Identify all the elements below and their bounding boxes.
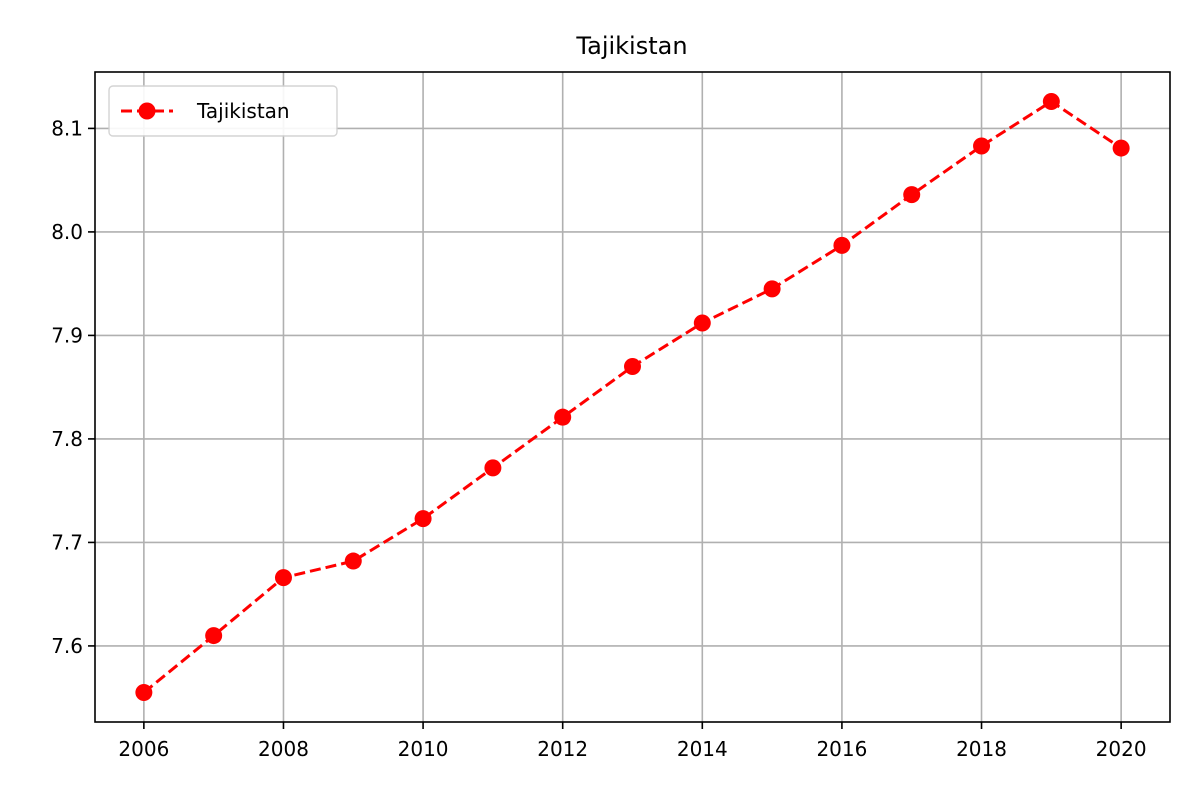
data-point [554,408,572,426]
data-point [763,280,781,298]
data-point [903,186,921,204]
data-point [1042,92,1060,110]
x-tick-label: 2018 [956,737,1007,761]
x-tick-label: 2016 [816,737,867,761]
data-point [973,137,991,155]
x-tick-label: 2006 [118,737,169,761]
series-layer [135,92,1130,702]
legend-box [108,85,338,137]
data-point [135,684,153,702]
legend: Tajikistan [108,85,338,137]
y-tick-label: 7.9 [51,323,83,347]
y-tick-label: 7.8 [51,427,83,451]
legend-label: Tajikistan [196,99,290,123]
x-tick-label: 2020 [1096,737,1147,761]
data-point [274,569,292,587]
data-point [1112,139,1130,157]
y-tick-label: 8.0 [51,220,83,244]
x-tick-label: 2008 [258,737,309,761]
data-point [624,357,641,375]
data-point [484,459,502,477]
x-tick-label: 2014 [677,737,728,761]
legend-marker [138,102,156,120]
y-tick-label: 8.1 [51,116,83,140]
chart-title: Tajikistan [575,32,687,60]
x-tick-label: 2012 [537,737,588,761]
x-tick-label: 2010 [398,737,449,761]
grid-lines [95,72,1170,722]
data-point [205,627,223,645]
axis-ticks: 2006 2008 2010 2012 2014 2016 2018 2020 7.6 7.7 7.… [51,116,1146,761]
plot-area-frame [94,71,1171,723]
data-point [693,314,711,332]
data-point [414,510,432,528]
y-tick-label: 7.7 [51,530,83,554]
y-tick-label: 7.6 [51,634,83,658]
series-line [142,99,1122,694]
data-point [833,236,851,254]
data-point [344,552,362,570]
